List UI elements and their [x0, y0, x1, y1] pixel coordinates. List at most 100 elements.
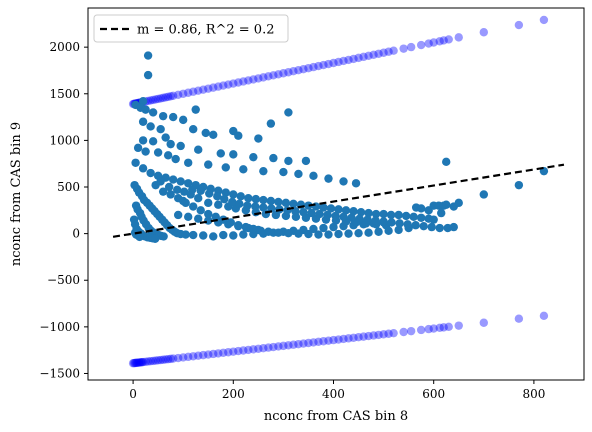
lower-band-point [416, 325, 426, 335]
lower-band-point [389, 328, 398, 338]
upper-band-point [435, 37, 444, 46]
scatter-point [239, 165, 248, 174]
scatter-point [304, 201, 313, 210]
scatter-point [403, 220, 412, 229]
upper-band-point [379, 48, 388, 57]
lower-band-point [129, 358, 139, 368]
lower-band-point [334, 335, 343, 344]
scatter-point [158, 111, 168, 121]
upper-band-point [189, 87, 198, 96]
lower-band-point [314, 337, 323, 347]
lower-band-point [161, 355, 170, 364]
scatter-point [244, 194, 253, 203]
scatter-point [364, 208, 373, 218]
scatter-point [234, 131, 243, 140]
upper-band-point [156, 94, 165, 103]
lower-band-point [219, 348, 228, 358]
scatter-point [131, 158, 140, 167]
scatter-point [514, 180, 524, 190]
scatter-point [416, 213, 426, 222]
lower-band-point [189, 352, 198, 361]
scatter-point [199, 231, 208, 240]
scatter-point [135, 232, 144, 242]
y-tick-label: −1500 [39, 366, 80, 380]
lower-band-point [344, 334, 353, 343]
scatter-point [395, 219, 404, 228]
lower-band-point [284, 341, 293, 350]
lower-band-point [435, 323, 444, 333]
scatter-point [319, 223, 328, 233]
lower-band-point [156, 355, 165, 365]
lower-band-point [173, 353, 183, 363]
scatter-point [326, 204, 336, 213]
upper-band-point [439, 36, 448, 45]
scatter-point [161, 133, 170, 142]
scatter-point [236, 192, 246, 201]
scatter-point [269, 153, 278, 163]
scatter-point [150, 234, 160, 243]
scatter-point [159, 232, 168, 241]
scatter-point [384, 226, 393, 236]
legend-box [93, 14, 289, 43]
scatter-point [264, 227, 273, 236]
lower-band-point [153, 356, 163, 365]
lower-band-point [166, 354, 175, 364]
scatter-point [249, 152, 258, 162]
y-tick-label: 0 [72, 227, 80, 241]
lower-band-point [249, 345, 258, 354]
upper-band-point [284, 68, 293, 77]
upper-band-point [244, 76, 253, 85]
lower-band-point [479, 318, 488, 327]
lower-band-point [299, 339, 308, 348]
upper-band-point [234, 78, 243, 87]
scatter-point [168, 175, 178, 184]
x-tick-label: 200 [222, 387, 245, 401]
scatter-point [394, 225, 403, 235]
scatter-point [289, 199, 298, 208]
upper-band-point [304, 63, 313, 73]
y-tick-label: 1500 [49, 87, 80, 101]
scatter-point [194, 214, 203, 223]
lower-band-point [133, 358, 143, 367]
scatter-point [184, 158, 193, 167]
scatter-point [168, 112, 178, 122]
scatter-point [204, 209, 213, 219]
upper-band-point [424, 39, 433, 48]
upper-band-point [204, 84, 213, 93]
scatter-point [251, 202, 260, 211]
lower-band-point [204, 350, 213, 359]
scatter-point [184, 179, 193, 188]
lower-band-point [209, 349, 218, 359]
upper-band-point [158, 93, 168, 103]
upper-band-point [194, 86, 203, 95]
scatter-point [179, 187, 189, 196]
x-tick-label: 400 [322, 387, 345, 401]
scatter-point [364, 228, 373, 237]
upper-band-point [249, 75, 258, 84]
lower-band-point [439, 323, 448, 332]
upper-band-point [334, 57, 343, 67]
lower-band-point [369, 331, 378, 340]
upper-band-point [339, 56, 348, 66]
upper-band-point [364, 51, 373, 61]
upper-band-point [173, 90, 183, 100]
upper-band-point [294, 65, 303, 75]
scatter-point [229, 231, 238, 240]
scatter-point [205, 189, 214, 198]
scatter-point [394, 210, 403, 220]
upper-band-point [444, 35, 453, 44]
lower-band-point [141, 357, 150, 366]
plot-area [112, 15, 565, 368]
lower-band-point [359, 332, 368, 341]
scatter-point [249, 224, 258, 234]
scatter-point [304, 229, 313, 239]
upper-band-point [319, 60, 328, 70]
lower-band-point [304, 338, 313, 348]
lower-band-point [279, 341, 288, 351]
scatter-point [163, 151, 173, 160]
upper-band-point [168, 91, 178, 101]
scatter-point [386, 210, 396, 220]
lower-band-point [239, 346, 248, 355]
lower-band-point [132, 358, 142, 367]
